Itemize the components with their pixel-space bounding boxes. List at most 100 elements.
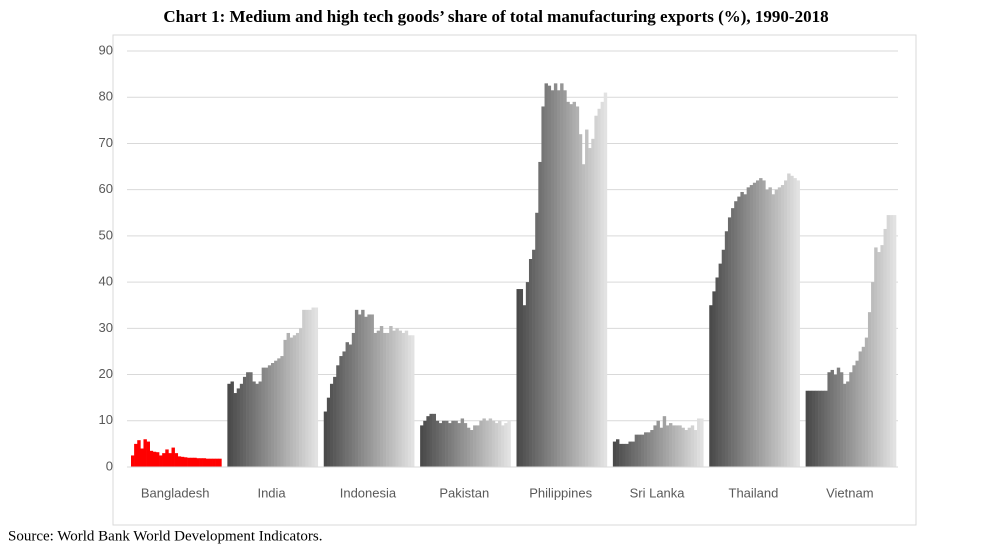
bar bbox=[329, 383, 334, 467]
bar bbox=[631, 441, 635, 467]
bar bbox=[808, 390, 813, 467]
bar bbox=[625, 443, 629, 467]
bar bbox=[488, 418, 493, 467]
bar bbox=[662, 416, 667, 467]
bar bbox=[283, 339, 287, 467]
bar bbox=[603, 92, 608, 467]
bar bbox=[697, 418, 701, 467]
bar bbox=[227, 383, 231, 467]
bar bbox=[839, 372, 844, 467]
bar bbox=[734, 201, 738, 467]
bar bbox=[892, 215, 897, 467]
bar bbox=[230, 381, 234, 467]
bar bbox=[768, 187, 772, 467]
bar bbox=[420, 425, 424, 467]
bar bbox=[846, 381, 850, 467]
x-tick-label: Indonesia bbox=[340, 485, 397, 500]
x-tick-label: Pakistan bbox=[439, 485, 489, 500]
bar bbox=[193, 457, 197, 467]
bar bbox=[550, 90, 555, 468]
bar bbox=[339, 356, 343, 467]
bar bbox=[134, 443, 138, 467]
bar bbox=[460, 418, 465, 467]
bar bbox=[749, 185, 754, 468]
bar bbox=[196, 458, 200, 467]
bar bbox=[535, 212, 539, 467]
bar bbox=[215, 458, 219, 467]
bar bbox=[759, 178, 763, 467]
x-tick-label: India bbox=[257, 485, 286, 500]
bar bbox=[280, 356, 284, 467]
bar bbox=[544, 83, 548, 467]
bar bbox=[367, 314, 371, 467]
bar bbox=[441, 420, 446, 467]
bar bbox=[880, 245, 884, 467]
bar bbox=[392, 330, 396, 467]
bar bbox=[672, 425, 676, 467]
bar bbox=[361, 309, 365, 467]
bar bbox=[364, 316, 368, 467]
bar bbox=[370, 314, 374, 467]
bar bbox=[255, 383, 259, 467]
bar bbox=[152, 451, 157, 467]
bar bbox=[771, 194, 775, 468]
bar bbox=[264, 367, 269, 467]
x-tick-label: Thailand bbox=[729, 485, 779, 500]
bar bbox=[861, 346, 866, 467]
bar bbox=[314, 307, 319, 467]
bar bbox=[525, 282, 530, 467]
bar bbox=[345, 342, 349, 467]
bar bbox=[874, 247, 878, 467]
bar bbox=[675, 425, 679, 467]
y-tick-label: 20 bbox=[99, 366, 113, 381]
bar bbox=[877, 252, 881, 467]
bar bbox=[690, 425, 695, 467]
bar bbox=[746, 187, 751, 467]
bar bbox=[712, 291, 716, 467]
bar bbox=[218, 458, 222, 467]
bar bbox=[755, 180, 760, 467]
bar bbox=[252, 381, 256, 467]
y-tick-label: 90 bbox=[99, 42, 113, 57]
bar bbox=[843, 383, 847, 467]
bar bbox=[246, 372, 250, 467]
bar bbox=[867, 312, 872, 467]
bar bbox=[469, 430, 474, 467]
bar bbox=[348, 344, 353, 467]
bar bbox=[784, 180, 788, 467]
bar bbox=[855, 360, 859, 467]
bar bbox=[389, 326, 393, 467]
bar bbox=[212, 458, 216, 467]
bar bbox=[640, 434, 645, 467]
bar bbox=[261, 367, 266, 467]
bar bbox=[308, 309, 312, 467]
bar bbox=[404, 330, 409, 467]
bar bbox=[249, 372, 253, 467]
bar bbox=[435, 420, 440, 467]
bar bbox=[585, 129, 589, 468]
bar bbox=[796, 180, 800, 467]
bar bbox=[634, 434, 639, 467]
bar bbox=[466, 427, 471, 467]
bar bbox=[454, 420, 458, 467]
bar bbox=[780, 185, 785, 468]
bar bbox=[401, 332, 406, 467]
bar bbox=[295, 332, 300, 467]
bar bbox=[457, 423, 461, 467]
y-tick-label: 0 bbox=[106, 458, 113, 473]
bar bbox=[485, 420, 489, 467]
bar bbox=[271, 363, 275, 467]
bar bbox=[715, 277, 719, 467]
bar bbox=[619, 443, 623, 467]
bar bbox=[376, 330, 381, 467]
bar bbox=[286, 332, 291, 467]
bar bbox=[491, 420, 496, 467]
bar bbox=[386, 332, 390, 467]
bar bbox=[208, 458, 213, 467]
x-tick-label: Philippines bbox=[529, 485, 592, 500]
bar bbox=[721, 249, 726, 467]
x-tick-label: Bangladesh bbox=[141, 485, 210, 500]
y-tick-label: 80 bbox=[99, 89, 113, 104]
bar bbox=[762, 180, 766, 467]
